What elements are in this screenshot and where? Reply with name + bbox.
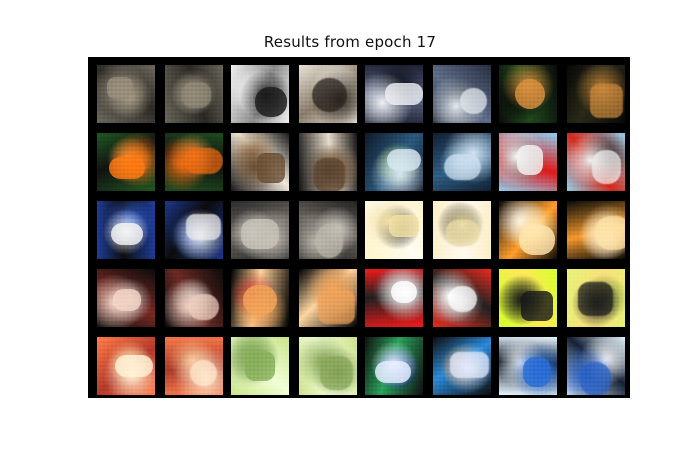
tile-subject bbox=[320, 356, 353, 390]
sample-tile-r1-c2 bbox=[165, 65, 223, 123]
sample-tile-r2-c5 bbox=[365, 133, 423, 191]
tile-subject bbox=[521, 291, 553, 321]
tile-subject bbox=[578, 282, 613, 316]
sample-tile-r5-c8 bbox=[567, 337, 625, 395]
tile-subject bbox=[460, 88, 487, 114]
sample-tile-r4-c5 bbox=[365, 269, 423, 327]
sample-tile-r5-c5 bbox=[365, 337, 423, 395]
sample-tile-r3-c3 bbox=[231, 201, 289, 259]
tile-subject bbox=[186, 214, 221, 240]
sample-tile-r4-c3 bbox=[231, 269, 289, 327]
sample-tile-r4-c8 bbox=[567, 269, 625, 327]
tile-subject bbox=[111, 223, 143, 245]
sample-tile-r1-c4 bbox=[299, 65, 357, 123]
sample-tile-r1-c3 bbox=[231, 65, 289, 123]
sample-tile-r3-c1 bbox=[97, 201, 155, 259]
tile-subject bbox=[312, 78, 347, 112]
sample-tile-r2-c2 bbox=[165, 133, 223, 191]
tile-subject bbox=[243, 285, 277, 315]
sample-tile-r5-c3 bbox=[231, 337, 289, 395]
sample-tile-r1-c5 bbox=[365, 65, 423, 123]
tile-subject bbox=[517, 145, 543, 175]
tile-subject bbox=[109, 157, 145, 179]
sample-tile-r5-c6 bbox=[433, 337, 491, 395]
sample-tile-r2-c1 bbox=[97, 133, 155, 191]
sample-tile-r5-c7 bbox=[499, 337, 557, 395]
tile-subject bbox=[391, 281, 417, 303]
tile-subject bbox=[375, 361, 411, 383]
tile-subject bbox=[257, 153, 285, 183]
tile-subject bbox=[314, 158, 345, 191]
image-grid bbox=[88, 57, 630, 398]
sample-tile-r3-c6 bbox=[433, 201, 491, 259]
tile-subject bbox=[450, 352, 489, 378]
tile-subject bbox=[580, 362, 611, 395]
tile-subject bbox=[188, 294, 219, 320]
tile-subject bbox=[446, 220, 479, 246]
tile-subject bbox=[592, 150, 621, 184]
sample-tile-r2-c4 bbox=[299, 133, 357, 191]
sample-tile-r4-c7 bbox=[499, 269, 557, 327]
sample-tile-r4-c1 bbox=[97, 269, 155, 327]
tile-subject bbox=[245, 351, 275, 381]
sample-tile-r3-c8 bbox=[567, 201, 625, 259]
sample-tile-r2-c6 bbox=[433, 133, 491, 191]
sample-tile-r4-c4 bbox=[299, 269, 357, 327]
tile-subject bbox=[523, 357, 551, 387]
sample-tile-r4-c2 bbox=[165, 269, 223, 327]
sample-tile-r2-c8 bbox=[567, 133, 625, 191]
tile-subject bbox=[241, 219, 279, 249]
tile-subject bbox=[318, 290, 355, 324]
tile-subject bbox=[184, 148, 223, 174]
sample-tile-r3-c4 bbox=[299, 201, 357, 259]
sample-tile-r5-c2 bbox=[165, 337, 223, 395]
tile-subject bbox=[444, 154, 481, 180]
tile-subject bbox=[448, 286, 477, 312]
sample-tile-r1-c6 bbox=[433, 65, 491, 123]
sample-tile-r1-c8 bbox=[567, 65, 625, 123]
sample-tile-r2-c3 bbox=[231, 133, 289, 191]
tile-subject bbox=[590, 84, 623, 118]
sample-tile-r1-c7 bbox=[499, 65, 557, 123]
tile-subject bbox=[515, 79, 545, 109]
sample-tile-r5-c1 bbox=[97, 337, 155, 395]
sample-tile-r1-c1 bbox=[97, 65, 155, 123]
sample-tile-r3-c2 bbox=[165, 201, 223, 259]
figure-title: Results from epoch 17 bbox=[263, 33, 437, 51]
tile-subject bbox=[389, 215, 419, 237]
sample-tile-r5-c4 bbox=[299, 337, 357, 395]
tile-subject bbox=[113, 289, 141, 311]
sample-tile-r2-c7 bbox=[499, 133, 557, 191]
sample-tile-r3-c7 bbox=[499, 201, 557, 259]
tile-subject bbox=[190, 360, 217, 386]
tile-subject bbox=[594, 216, 625, 250]
tile-subject bbox=[115, 355, 153, 377]
tile-subject bbox=[387, 149, 421, 171]
sample-tile-r4-c6 bbox=[433, 269, 491, 327]
tile-subject bbox=[385, 83, 423, 105]
tile-subject bbox=[255, 87, 287, 117]
tile-subject bbox=[519, 225, 555, 255]
tile-subject bbox=[316, 224, 343, 258]
tile-subject bbox=[107, 77, 133, 99]
tile-subject bbox=[182, 82, 211, 108]
sample-tile-r3-c5 bbox=[365, 201, 423, 259]
